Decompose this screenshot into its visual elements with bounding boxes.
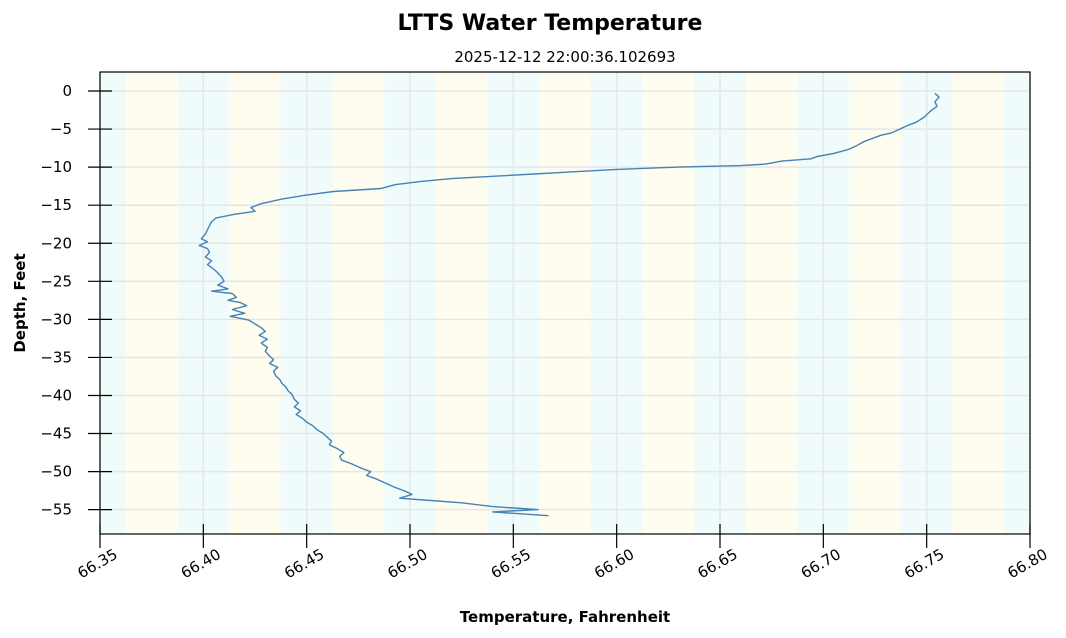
y-tick-label: −55: [40, 501, 72, 519]
y-axis-label: Depth, Feet: [11, 253, 29, 352]
y-tick-label: −15: [40, 196, 72, 214]
data-series: [198, 92, 940, 517]
x-tick-label: 66.35: [74, 545, 120, 582]
background-band: [745, 72, 798, 534]
background-band: [539, 72, 591, 534]
temperature-profile-line: [198, 92, 940, 517]
x-tick-label: 66.65: [694, 545, 740, 582]
background-band: [952, 72, 1005, 534]
grid-lines: [99, 72, 1031, 534]
x-tick-label: 66.80: [1004, 545, 1050, 582]
x-tick-label: 66.40: [178, 545, 224, 582]
chart-subtitle: 2025-12-12 22:00:36.102693: [454, 48, 675, 66]
plot-frame: [99, 71, 1031, 535]
y-tick-label: −40: [40, 386, 72, 404]
y-tick-label: 0: [62, 82, 72, 100]
y-tick-label: −20: [40, 234, 72, 252]
y-tick-label: −30: [40, 310, 72, 328]
background-band: [1004, 72, 1030, 534]
background-band: [332, 72, 385, 534]
y-tick-label: −35: [40, 348, 72, 366]
x-tick-label: 66.55: [488, 545, 534, 582]
chart-title: LTTS Water Temperature: [398, 11, 703, 36]
y-tick-label: −50: [40, 463, 72, 481]
x-tick-label: 66.60: [591, 545, 637, 582]
x-tick-label: 66.75: [901, 545, 947, 582]
y-axis: 0 −5 −10 −15 −20 −25 −30 −35 −40 −45 −50 −55: [40, 82, 112, 519]
background-band: [100, 72, 126, 534]
x-tick-label: 66.45: [281, 545, 327, 582]
y-tick-label: −10: [40, 158, 72, 176]
background-band: [849, 72, 901, 534]
x-tick-label: 66.50: [384, 545, 430, 582]
x-axis-label: Temperature, Fahrenheit: [460, 608, 670, 626]
background-band: [435, 72, 488, 534]
background-band: [642, 72, 695, 534]
y-tick-label: −45: [40, 425, 72, 443]
x-tick-label: 66.70: [798, 545, 844, 582]
y-tick-label: −5: [50, 120, 72, 138]
y-tick-label: −25: [40, 272, 72, 290]
background-band: [125, 72, 178, 534]
background-band: [229, 72, 281, 534]
